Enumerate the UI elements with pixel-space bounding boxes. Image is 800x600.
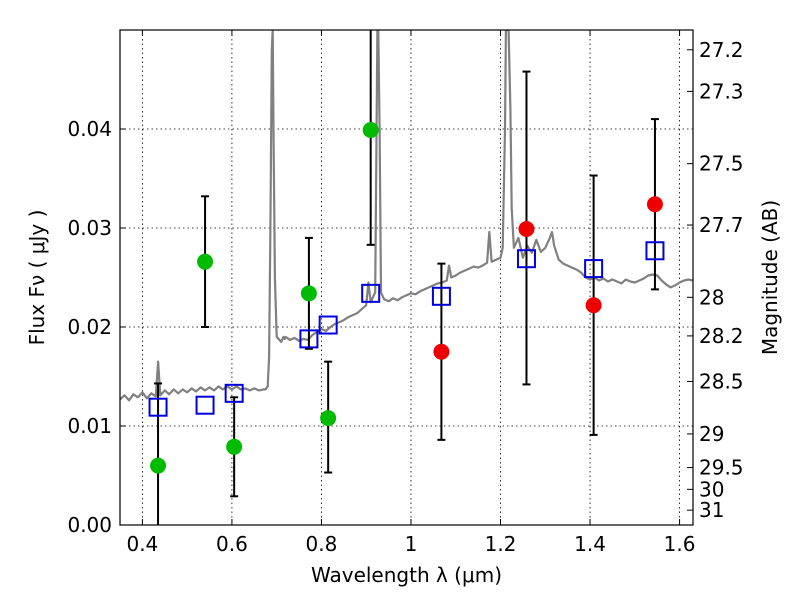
blue-square-marker [299, 329, 319, 349]
x-tick-label: 1.6 [664, 532, 696, 556]
data-point [518, 220, 535, 237]
y-tick-label: 0.00 [67, 513, 112, 537]
data-point [300, 285, 317, 302]
y-tick-label: 0.04 [67, 117, 112, 141]
blue-square-marker [431, 286, 451, 306]
data-point [226, 438, 243, 455]
right-tick-label: 27.7 [699, 213, 744, 237]
blue-square-marker [645, 241, 665, 261]
right-tick-label: 29 [699, 422, 724, 446]
blue-square-marker [195, 395, 215, 415]
y-tick-label: 0.03 [67, 216, 112, 240]
data-point [646, 196, 663, 213]
blue-square-marker [361, 283, 381, 303]
x-tick-label: 1.4 [574, 532, 606, 556]
right-tick-label: 27.3 [699, 79, 744, 103]
x-tick-label: 0.8 [306, 532, 338, 556]
data-point [362, 121, 379, 138]
right-tick-label: 28.2 [699, 324, 744, 348]
blue-square-marker [516, 249, 536, 269]
blue-square-marker [318, 315, 338, 335]
data-point [320, 410, 337, 427]
right-tick-label: 28.5 [699, 369, 744, 393]
data-point [585, 297, 602, 314]
right-tick-label: 28 [699, 285, 724, 309]
right-tick-label: 30 [699, 477, 724, 501]
right-tick-label: 29.5 [699, 456, 744, 480]
x-tick-label: 1.2 [485, 532, 517, 556]
data-point [150, 457, 167, 474]
right-tick-label: 27.5 [699, 152, 744, 176]
blue-square-marker [148, 397, 168, 417]
data-markers [148, 121, 665, 474]
plot-frame [119, 29, 694, 526]
spectrum-line [120, 30, 693, 402]
x-tick-label: 0.6 [216, 532, 248, 556]
x-axis-title: Wavelength λ (μm) [311, 563, 502, 587]
spectrum-series [120, 30, 693, 402]
x-tick-label: 0.4 [126, 532, 158, 556]
axis-ticks: 0.4 0.6 0.8 1 1.2 1.4 1.6 0.00 0.01 0.02 0.03 0.04 2… [67, 30, 744, 556]
data-point [433, 343, 450, 360]
x-tick-label: 1 [405, 532, 418, 556]
right-axis-title: Magnitude (AB) [758, 200, 782, 355]
blue-square-marker [584, 259, 604, 279]
y-tick-label: 0.02 [67, 315, 112, 339]
data-point [197, 253, 214, 270]
right-tick-label: 31 [699, 498, 724, 522]
right-tick-label: 27.2 [699, 38, 744, 62]
blue-square-marker [224, 383, 244, 403]
y-tick-label: 0.01 [67, 414, 112, 438]
y-axis-title: Flux Fν ( μJy ) [25, 210, 49, 346]
